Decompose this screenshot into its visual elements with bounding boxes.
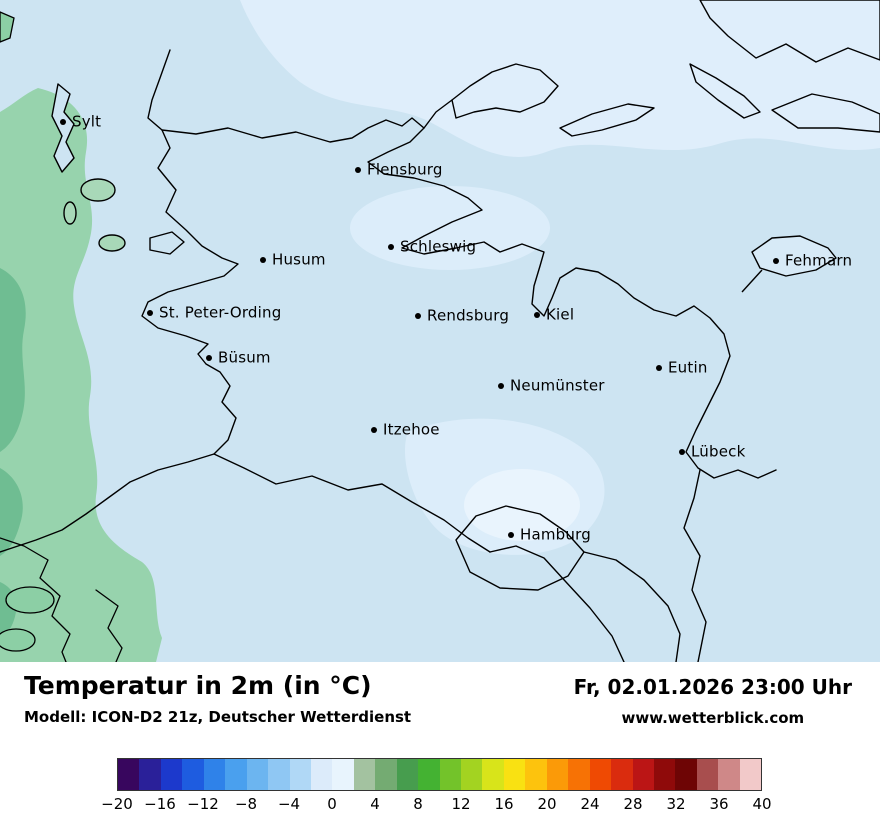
colorbar-segment: [718, 759, 740, 790]
colorbar-segment: [632, 759, 654, 790]
colorbar-segment: [268, 759, 290, 790]
colorbar-segment: [503, 759, 526, 790]
colorbar-segment: [375, 759, 397, 790]
colorbar-tick-label: 32: [666, 795, 686, 813]
coastline-layer: [0, 49, 777, 662]
map-area: Sylt Flensburg Schleswig Husum St. Peter-Ord…: [0, 0, 880, 662]
colorbar-segment: [739, 759, 762, 790]
colorbar-segment: [439, 759, 461, 790]
colorbar-tick-label: 24: [580, 795, 600, 813]
colorbar-segment: [246, 759, 269, 790]
colorbar-tick-label: 12: [451, 795, 471, 813]
colorbar-segment: [118, 759, 140, 790]
colorbar-segment: [696, 759, 719, 790]
colorbar-tick-label: −4: [277, 795, 301, 813]
colorbar-wrap: −20 −16 −12 −8 −4 0 4 8 12 16 20 24 28 32 36 40: [101, 758, 772, 819]
colorbar-segment: [568, 759, 590, 790]
footer-panel: Temperatur in 2m (in °C) Modell: ICON-D2…: [0, 662, 880, 830]
colorbar-tick-label: 0: [327, 795, 337, 813]
colorbar-segment: [396, 759, 419, 790]
colorbar-segment: [482, 759, 504, 790]
colorbar-segment: [461, 759, 483, 790]
title-block: Temperatur in 2m (in °C) Modell: ICON-D2…: [24, 671, 412, 726]
colorbar-segment: [353, 759, 376, 790]
colorbar-segment: [332, 759, 354, 790]
colorbar-segment: [310, 759, 333, 790]
colorbar-segment: [182, 759, 204, 790]
colorbar-segment: [546, 759, 569, 790]
colorbar-tick-label: 20: [537, 795, 557, 813]
colorbar-tick-label: −8: [234, 795, 258, 813]
page-title: Temperatur in 2m (in °C): [24, 671, 372, 700]
colorbar-segment: [589, 759, 612, 790]
map-svg: [0, 0, 880, 662]
colorbar-segment: [160, 759, 183, 790]
colorbar-segment: [675, 759, 697, 790]
tidal-flats-layer: [0, 11, 162, 662]
islands-layer: [51, 0, 880, 293]
colorbar-tick-label: 28: [623, 795, 643, 813]
colorbar-segment: [653, 759, 676, 790]
colorbar-tick-label: 8: [413, 795, 423, 813]
colorbar-tick-label: 40: [752, 795, 772, 813]
colorbar-ticks: −20 −16 −12 −8 −4 0 4 8 12 16 20 24 28 32 36 40: [101, 795, 771, 819]
colorbar-segment: [203, 759, 226, 790]
colorbar-tick-label: 36: [709, 795, 729, 813]
model-info: Modell: ICON-D2 21z, Deutscher Wetterdie…: [24, 707, 412, 726]
colorbar-tick-label: −12: [187, 795, 219, 813]
website-url: www.wetterblick.com: [621, 709, 805, 727]
colorbar-tick-label: 16: [494, 795, 514, 813]
colorbar-segment: [611, 759, 633, 790]
colorbar-segment: [139, 759, 161, 790]
colorbar-tick-label: 4: [370, 795, 380, 813]
colorbar-tick-label: −20: [101, 795, 133, 813]
colorbar-tick-label: −16: [144, 795, 176, 813]
colorbar: [117, 758, 762, 791]
datetime-block: Fr, 02.01.2026 23:00 Uhr www.wetterblick…: [574, 672, 852, 727]
colorbar-segment: [418, 759, 440, 790]
colorbar-segment: [225, 759, 247, 790]
colorbar-segment: [525, 759, 547, 790]
colorbar-segment: [289, 759, 311, 790]
footer-header: Temperatur in 2m (in °C) Modell: ICON-D2…: [0, 662, 880, 727]
forecast-datetime: Fr, 02.01.2026 23:00 Uhr: [573, 675, 852, 699]
